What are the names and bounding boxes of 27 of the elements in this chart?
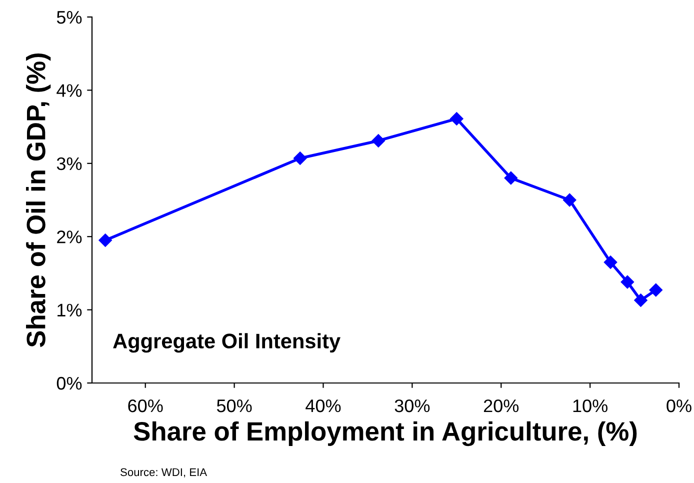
x-tick-label: 20% — [484, 399, 519, 412]
point — [98, 234, 112, 247]
source-note: Source: WDI, EIA — [120, 468, 208, 478]
x-tick-label: 0% — [666, 399, 692, 412]
point — [649, 283, 662, 297]
y-axis-title: Share of Oil in GDP, (%) — [26, 53, 51, 348]
point — [450, 112, 464, 126]
x-tick-label: 60% — [128, 399, 163, 412]
y-tick-label: 5% — [56, 11, 82, 24]
point — [634, 294, 648, 307]
x-tick-label: 40% — [306, 399, 341, 412]
point — [604, 256, 618, 269]
x-tick-label: 50% — [216, 399, 252, 412]
x-tick-label: 10% — [573, 399, 608, 412]
y-tick-label: 4% — [56, 84, 82, 97]
point — [294, 152, 307, 165]
x-axis-title: Share of Employment in Agriculture, (%) — [134, 421, 637, 446]
point — [620, 275, 634, 289]
point — [563, 193, 576, 207]
y-tick-label: 2% — [57, 230, 82, 244]
point — [504, 171, 518, 185]
y-tick-label: 1% — [58, 304, 82, 316]
y-tick-label: 3% — [56, 157, 82, 170]
point — [372, 134, 385, 148]
y-tick-label: 0% — [56, 376, 82, 390]
x-tick-label: 30% — [394, 399, 430, 412]
annotation: Aggregate Oil Intensity — [113, 333, 340, 353]
